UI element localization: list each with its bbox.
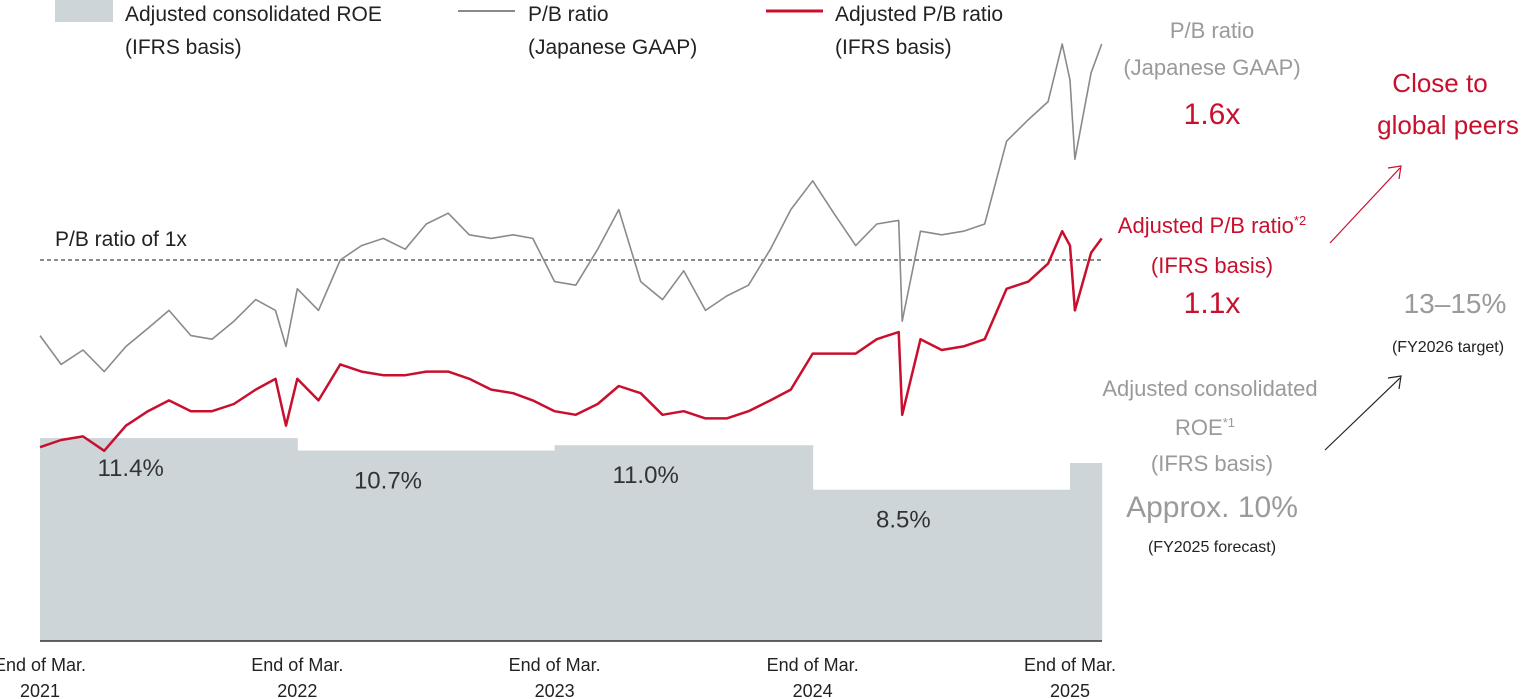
legend-adj-pb-line2: (IFRS basis) <box>835 36 952 59</box>
legend-swatch-roe <box>55 0 113 22</box>
x-tick-label-line2: 2025 <box>1050 681 1090 699</box>
ann-adj-roe-line3: (IFRS basis) <box>1151 451 1273 476</box>
adjusted-pb-line <box>39 229 1103 453</box>
arrow-black-head <box>1387 375 1402 390</box>
ann-adj-roe-sup: *1 <box>1223 415 1235 430</box>
roe-bar <box>40 438 298 641</box>
ann-close-line1: Close to <box>1392 68 1487 98</box>
arrow-red <box>1329 167 1401 244</box>
annotations: P/B ratio (Japanese GAAP) 1.6x Close to … <box>1102 18 1518 556</box>
ann-adj-roe-line2: ROE*1 <box>1175 415 1235 440</box>
legend: Adjusted consolidated ROE (IFRS basis) P… <box>55 0 1003 59</box>
ann-pb-jgaap-value: 1.6x <box>1184 98 1241 131</box>
legend-roe-line1: Adjusted consolidated ROE <box>125 3 382 26</box>
roe-bar <box>297 450 556 641</box>
ann-adj-pb-value: 1.1x <box>1184 287 1241 320</box>
ann-pb-jgaap-line1: P/B ratio <box>1170 18 1254 43</box>
roe-bars: 11.4% 10.7% 11.0% 8.5% <box>40 438 1103 641</box>
x-tick-label-line2: 2023 <box>535 681 575 699</box>
ann-adj-pb-sup: *2 <box>1294 213 1306 228</box>
ann-adj-roe-text: ROE <box>1175 415 1223 440</box>
legend-adj-pb-line1: Adjusted P/B ratio <box>835 3 1003 26</box>
pb-jgaap-line <box>39 43 1103 373</box>
ann-target-value: 13–15% <box>1404 288 1507 319</box>
reference-line-group: P/B ratio of 1x <box>40 228 1102 261</box>
x-tick-label-line1: End of Mar. <box>251 655 343 675</box>
legend-roe-line2: (IFRS basis) <box>125 36 242 59</box>
x-tick-label-line1: End of Mar. <box>509 655 601 675</box>
x-tick-label-line1: End of Mar. <box>1024 655 1116 675</box>
ann-target-note: (FY2026 target) <box>1392 339 1504 356</box>
ann-close-line2: global peers <box>1377 110 1519 140</box>
reference-line-label: P/B ratio of 1x <box>55 228 187 251</box>
ann-pb-jgaap-line2: (Japanese GAAP) <box>1123 55 1300 80</box>
ann-adj-pb-line2: (IFRS basis) <box>1151 253 1273 278</box>
x-axis-ticks: End of Mar. 2021 End of Mar. 2022 End of Mar… <box>0 655 1116 699</box>
roe-bar-label: 11.0% <box>613 462 679 489</box>
roe-bar-label: 8.5% <box>876 507 931 534</box>
roe-bar-label: 10.7% <box>354 468 422 495</box>
ann-adj-roe-line1: Adjusted consolidated <box>1102 376 1317 401</box>
ann-adj-pb-line1: Adjusted P/B ratio*2 <box>1118 213 1306 238</box>
series-lines <box>39 43 1103 453</box>
ann-adj-roe-note: (FY2025 forecast) <box>1148 539 1276 556</box>
legend-pb-line1: P/B ratio <box>528 3 609 26</box>
roe-bar <box>554 445 814 641</box>
x-tick-label-line2: 2024 <box>793 681 833 699</box>
ann-adj-pb-text: Adjusted P/B ratio <box>1118 213 1294 238</box>
ann-adj-roe-value: Approx. 10% <box>1126 491 1298 524</box>
roe-bar <box>812 489 1071 641</box>
arrow-black <box>1324 377 1401 451</box>
x-tick-label-line2: 2021 <box>20 681 60 699</box>
arrow-red-head <box>1387 165 1402 180</box>
legend-pb-line2: (Japanese GAAP) <box>528 36 697 59</box>
x-tick-label-line1: End of Mar. <box>767 655 859 675</box>
x-tick-label-line2: 2022 <box>277 681 317 699</box>
roe-bar-label: 11.4% <box>98 455 164 482</box>
roe-bar <box>1070 463 1103 641</box>
x-tick-label-line1: End of Mar. <box>0 655 86 675</box>
